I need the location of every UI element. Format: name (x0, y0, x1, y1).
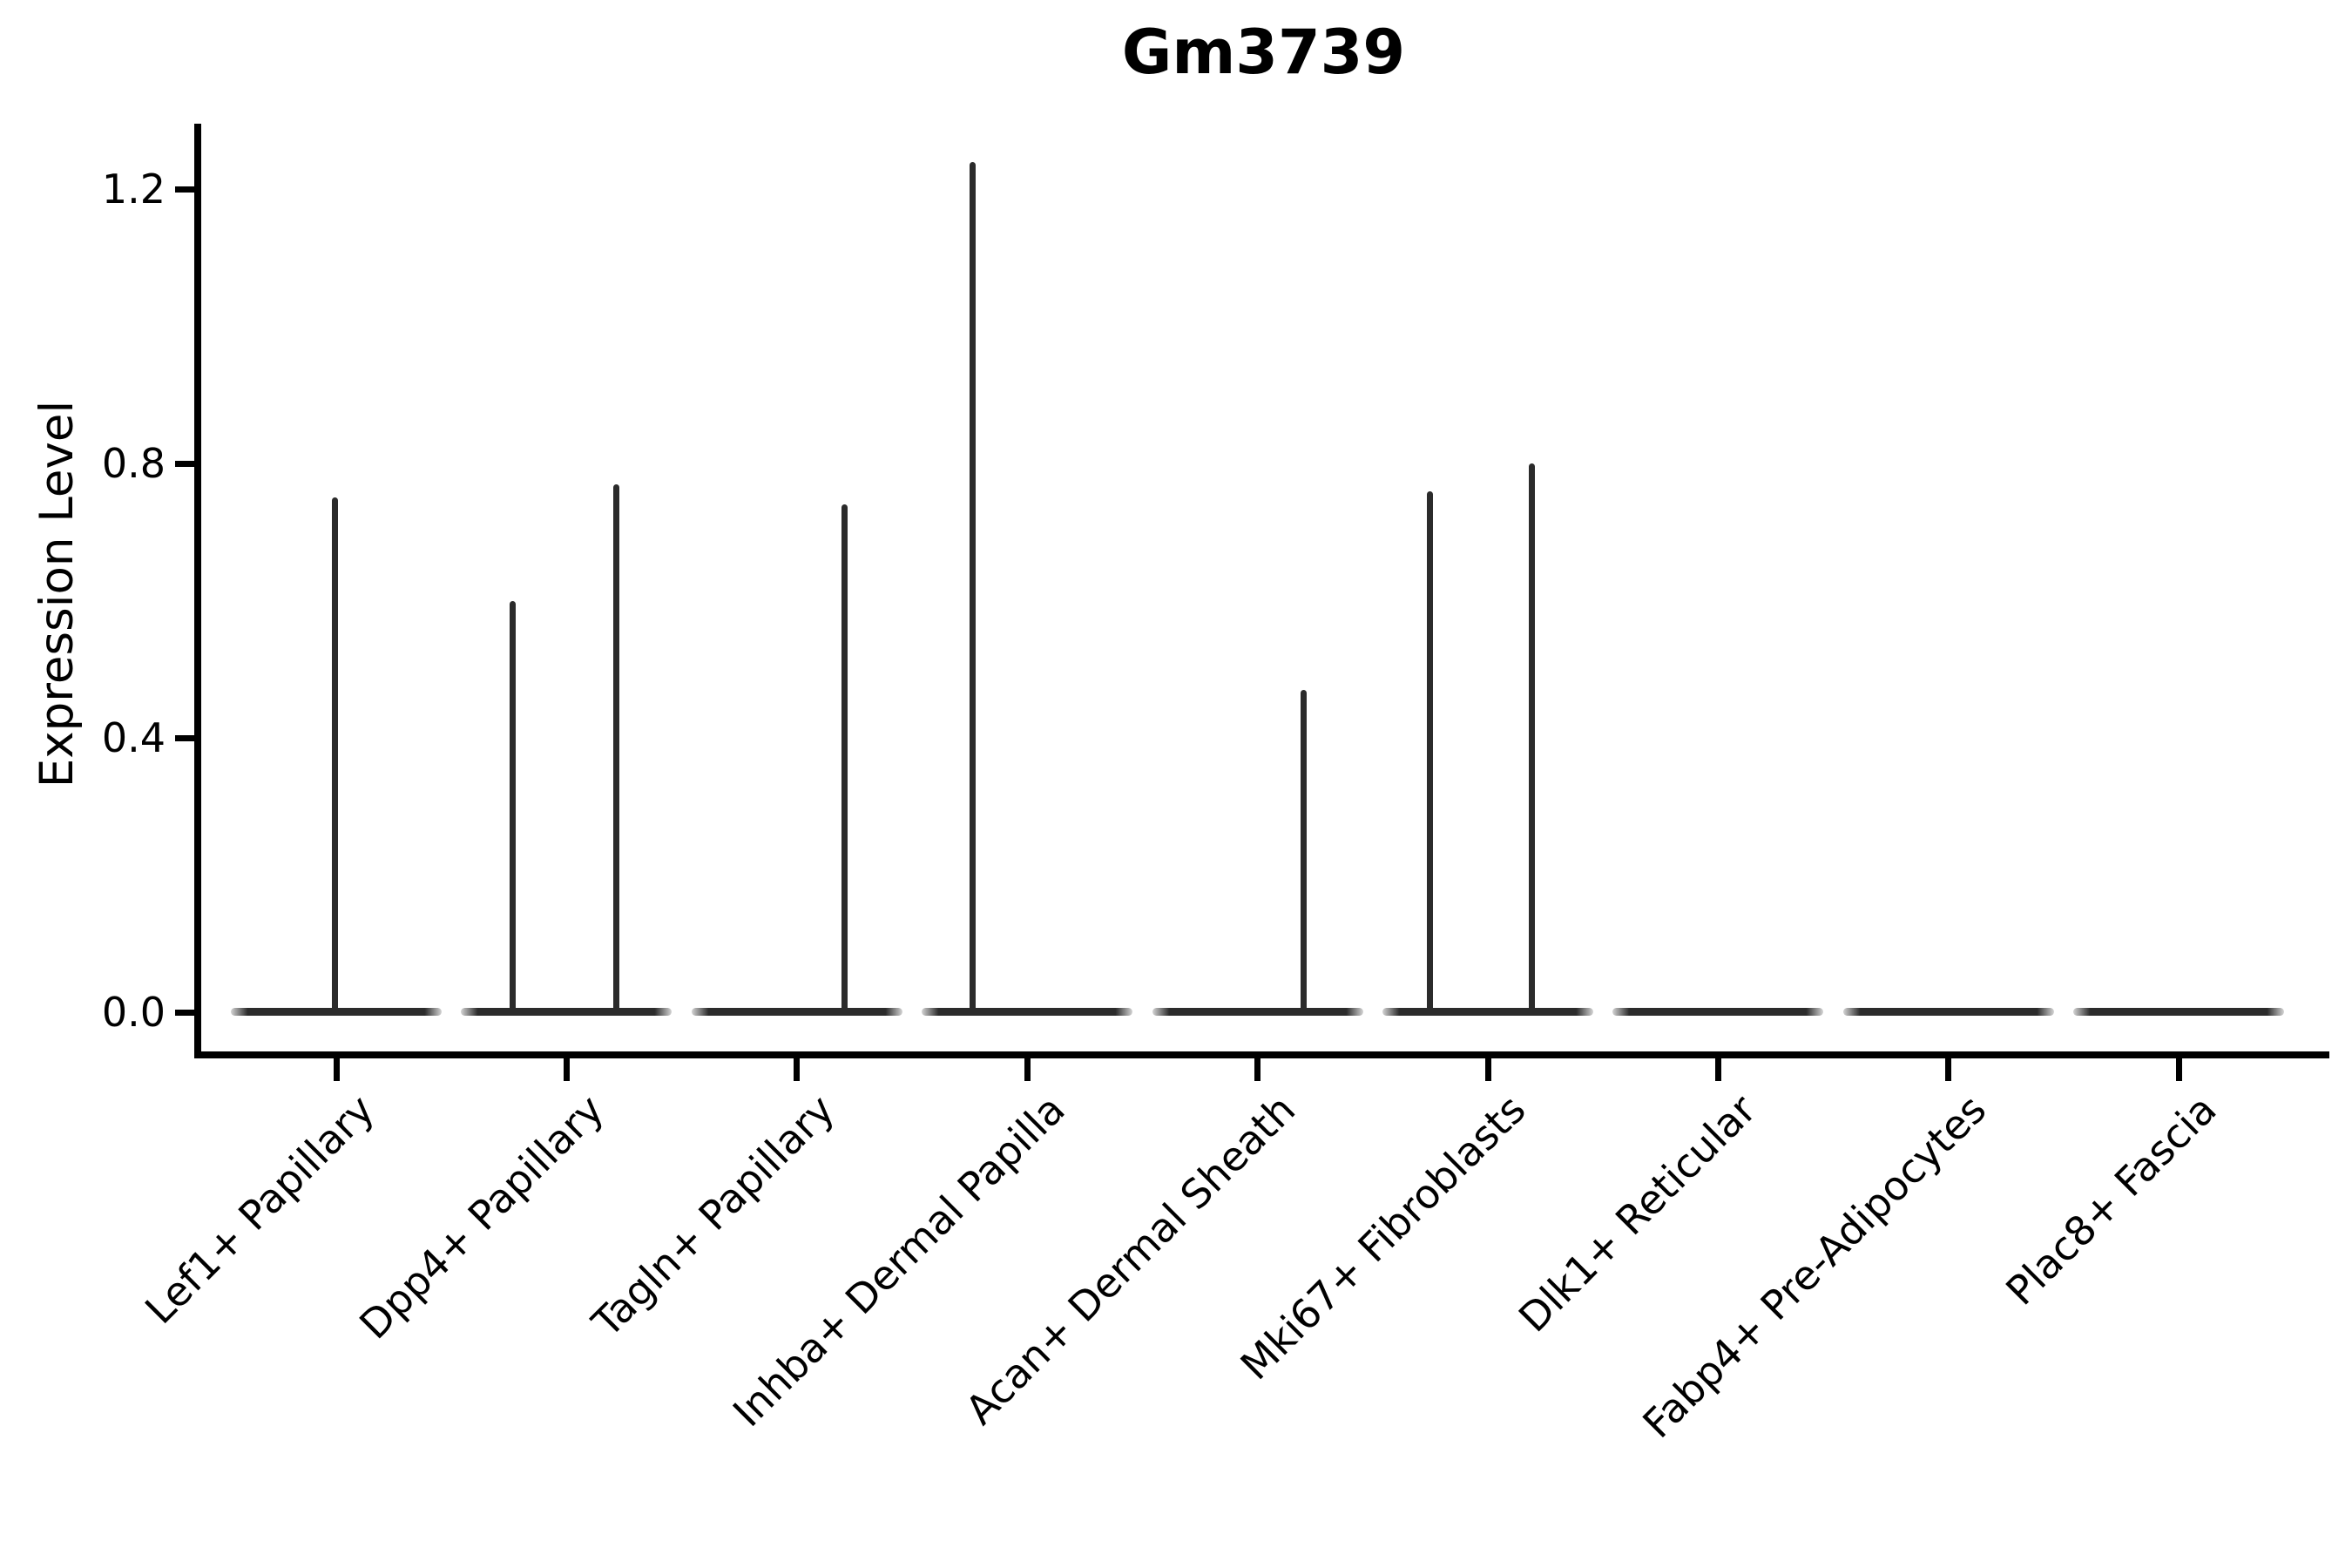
x-category-label-6: Dlk1+ Reticular (1509, 1085, 1765, 1342)
x-tick-0 (333, 1058, 340, 1081)
y-axis-spine (194, 124, 201, 1058)
violin-spike-3-0 (969, 161, 976, 1012)
violin-body-8 (2073, 1008, 2285, 1016)
violin-body-6 (1612, 1008, 1824, 1016)
y-tick-3 (175, 186, 194, 193)
x-axis-spine (194, 1051, 2329, 1058)
chart-title: Gm3739 (1121, 17, 1406, 88)
y-tick-label-2: 0.8 (101, 440, 166, 487)
y-tick-label-1: 0.4 (101, 714, 166, 761)
violin-body-3 (922, 1008, 1133, 1016)
violin-body-5 (1382, 1008, 1593, 1016)
violin-body-1 (461, 1008, 672, 1016)
violin-spike-4-0 (1301, 689, 1308, 1012)
y-tick-0 (175, 1009, 194, 1016)
x-tick-5 (1484, 1058, 1491, 1081)
x-tick-6 (1714, 1058, 1721, 1081)
y-tick-2 (175, 460, 194, 467)
violin-spike-1-1 (612, 483, 619, 1012)
violin-spike-1-0 (510, 600, 517, 1012)
violin-body-4 (1152, 1008, 1363, 1016)
violin-body-7 (1842, 1008, 2054, 1016)
x-tick-8 (2175, 1058, 2182, 1081)
violin-body-2 (691, 1008, 902, 1016)
violin-spike-5-1 (1529, 463, 1536, 1012)
y-axis-label: Expression Level (30, 400, 84, 788)
violin-spike-5-0 (1426, 490, 1433, 1012)
x-category-label-8: Plac8+ Fascia (1997, 1085, 2226, 1315)
violin-spike-2-0 (841, 504, 848, 1012)
x-tick-4 (1254, 1058, 1261, 1081)
y-tick-1 (175, 734, 194, 741)
x-tick-2 (794, 1058, 801, 1081)
x-tick-1 (563, 1058, 570, 1081)
x-category-label-1: Dpp4+ Papillary (350, 1085, 613, 1348)
y-tick-label-3: 1.2 (101, 166, 166, 213)
x-tick-7 (1945, 1058, 1952, 1081)
x-category-label-2: Tagln+ Papillary (583, 1085, 844, 1347)
y-tick-label-0: 0.0 (101, 989, 166, 1036)
x-tick-3 (1024, 1058, 1031, 1081)
violin-spike-0-0 (332, 497, 339, 1012)
x-category-label-0: Lef1+ Papillary (135, 1085, 383, 1334)
